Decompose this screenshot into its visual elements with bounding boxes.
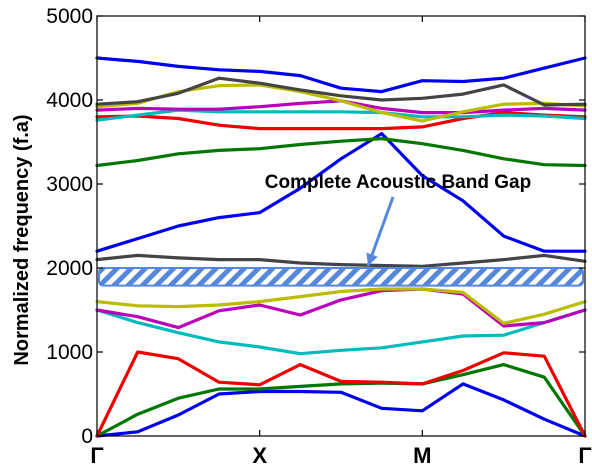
band-gap-region [99,268,583,286]
y-tick-label: 2000 [46,257,93,280]
band-gap-annotation: Complete Acoustic Band Gap [265,172,531,193]
y-tick-label: 1000 [46,341,93,364]
y-axis-label: Normalized frequency (f.a) [11,114,33,365]
y-tick-label: 4000 [46,89,93,112]
x-tick-label: Γ [578,443,591,465]
x-tick-label: M [413,443,431,465]
y-tick-label: 5000 [46,5,93,28]
x-tick-label: Γ [90,443,103,465]
plot-background [97,16,585,436]
x-tick-label: X [252,443,267,465]
plot-area [97,16,585,436]
band-gap-layer [99,268,583,286]
y-tick-label: 3000 [46,173,93,196]
